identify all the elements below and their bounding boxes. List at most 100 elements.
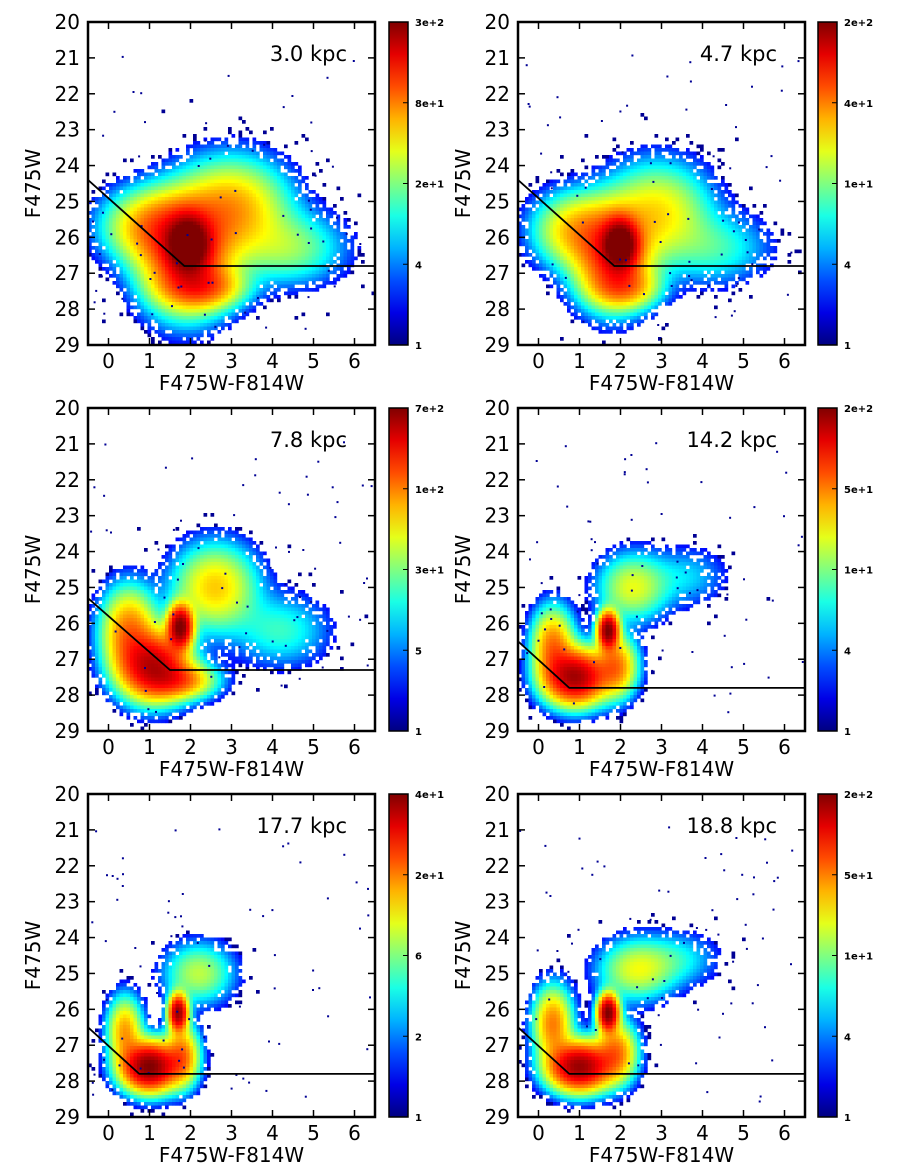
- colorbar-tick-label: 1e+2: [415, 485, 444, 496]
- x-tick-label: 3: [655, 349, 668, 373]
- y-tick-label: 23: [55, 890, 80, 914]
- y-tick-label: 29: [55, 333, 80, 357]
- colorbar-tick-label: 2e+2: [844, 790, 873, 801]
- colorbar-tick-label: 4: [844, 1032, 851, 1043]
- panel-14-2-kpc: 0 1 2 3 4 5 620212223242526272829F475W-F814WF4…: [451, 396, 873, 781]
- x-tick-label: 2: [614, 349, 627, 373]
- y-tick-label: 23: [485, 890, 510, 914]
- y-tick-label: 21: [55, 432, 80, 456]
- y-tick-label: 23: [485, 118, 510, 142]
- completeness-cut-line: [518, 179, 805, 267]
- panel-18-8-kpc: 0 1 2 3 4 5 620212223242526272829F475W-F814WF4…: [451, 782, 873, 1167]
- colorbar-tick-label: 2e+1: [415, 180, 444, 191]
- panel-7-8-kpc: 0 1 2 3 4 5 620212223242526272829F475W-F814WF4…: [21, 396, 444, 781]
- y-axis-label: F475W: [21, 921, 45, 991]
- y-tick-label: 28: [485, 297, 510, 321]
- y-tick-label: 29: [485, 333, 510, 357]
- colorbar-tick-label: 1: [415, 341, 422, 352]
- x-tick-label: 6: [348, 349, 361, 373]
- x-tick-label: 2: [184, 349, 197, 373]
- y-tick-label: 28: [485, 683, 510, 707]
- x-tick-label: 0: [102, 349, 115, 373]
- y-tick-label: 26: [485, 997, 510, 1021]
- y-tick-label: 24: [55, 926, 80, 950]
- y-tick-label: 22: [55, 468, 80, 492]
- y-tick-label: 20: [485, 10, 510, 34]
- y-tick-label: 20: [485, 782, 510, 806]
- colorbar-tick-label: 3e+1: [415, 566, 444, 577]
- radius-annotation: 18.8 kpc: [687, 814, 777, 838]
- colorbar-tick-label: 4: [844, 646, 851, 657]
- x-tick-label: 1: [143, 735, 156, 759]
- colorbar-tick-label: 2e+1: [415, 871, 444, 882]
- radius-annotation: 17.7 kpc: [257, 814, 347, 838]
- colorbar-tick-label: 5e+1: [844, 485, 873, 496]
- colorbar-tick-label: 4: [844, 260, 851, 271]
- cmd-density: [88, 828, 371, 1117]
- y-tick-label: 27: [55, 647, 80, 671]
- y-tick-label: 25: [55, 575, 80, 599]
- y-tick-label: 21: [485, 46, 510, 70]
- y-tick-label: 26: [55, 997, 80, 1021]
- x-tick-label: 2: [184, 1121, 197, 1145]
- y-axis-label: F475W: [451, 535, 475, 605]
- x-tick-label: 3: [225, 349, 238, 373]
- y-tick-label: 25: [55, 189, 80, 213]
- y-tick-label: 27: [55, 1033, 80, 1057]
- x-axis-label: F475W-F814W: [589, 371, 735, 395]
- x-tick-label: 4: [696, 735, 709, 759]
- cmd-density: [88, 441, 375, 731]
- colorbar-tick-label: 1: [844, 1113, 851, 1124]
- completeness-cut-line: [88, 597, 375, 671]
- y-tick-label: 20: [55, 782, 80, 806]
- x-tick-label: 6: [348, 735, 361, 759]
- x-tick-label: 4: [696, 349, 709, 373]
- x-tick-label: 1: [143, 1121, 156, 1145]
- x-tick-label: 6: [778, 1121, 791, 1145]
- x-tick-label: 3: [225, 1121, 238, 1145]
- y-tick-label: 20: [55, 396, 80, 420]
- x-axis-label: F475W-F814W: [589, 1143, 735, 1167]
- y-tick-label: 22: [55, 854, 80, 878]
- y-tick-label: 26: [485, 611, 510, 635]
- colorbar-tick-label: 1e+1: [844, 180, 873, 191]
- x-tick-label: 5: [737, 735, 750, 759]
- x-tick-label: 6: [348, 1121, 361, 1145]
- colorbar-tick-label: 6: [415, 952, 422, 963]
- radius-annotation: 4.7 kpc: [700, 42, 777, 66]
- colorbar-tick-label: 7e+2: [415, 404, 444, 415]
- colorbar-tick-label: 1: [415, 727, 422, 738]
- y-tick-label: 26: [55, 611, 80, 635]
- x-axis-label: F475W-F814W: [589, 757, 735, 781]
- x-axis-label: F475W-F814W: [159, 371, 305, 395]
- y-tick-label: 24: [485, 926, 510, 950]
- radius-annotation: 3.0 kpc: [270, 42, 347, 66]
- colorbar-tick-label: 1: [844, 727, 851, 738]
- y-tick-label: 29: [485, 1105, 510, 1129]
- colorbar-tick-label: 2: [415, 1032, 422, 1043]
- colorbar-tick-label: 5e+1: [844, 871, 873, 882]
- x-tick-label: 4: [266, 1121, 279, 1145]
- colorbar-tick-label: 4e+1: [415, 790, 444, 801]
- y-tick-label: 23: [55, 504, 80, 528]
- colorbar-tick-label: 8e+1: [415, 99, 444, 110]
- x-tick-label: 5: [307, 735, 320, 759]
- colorbar-tick-label: 1e+1: [844, 566, 873, 577]
- y-tick-label: 21: [485, 818, 510, 842]
- panel-4-7-kpc: 0 1 2 3 4 5 620212223242526272829F475W-F814WF4…: [451, 10, 873, 395]
- x-tick-label: 5: [307, 349, 320, 373]
- x-tick-label: 2: [614, 735, 627, 759]
- x-tick-label: 0: [102, 1121, 115, 1145]
- y-tick-label: 24: [485, 154, 510, 178]
- x-tick-label: 2: [614, 1121, 627, 1145]
- y-tick-label: 28: [55, 297, 80, 321]
- x-axis-label: F475W-F814W: [159, 757, 305, 781]
- x-tick-label: 3: [225, 735, 238, 759]
- x-tick-label: 0: [532, 349, 545, 373]
- y-tick-label: 29: [55, 719, 80, 743]
- y-tick-label: 27: [485, 1033, 510, 1057]
- y-tick-label: 27: [55, 261, 80, 285]
- x-tick-label: 6: [778, 349, 791, 373]
- cmd-density: [518, 826, 794, 1113]
- colorbar-tick-label: 4e+1: [844, 99, 873, 110]
